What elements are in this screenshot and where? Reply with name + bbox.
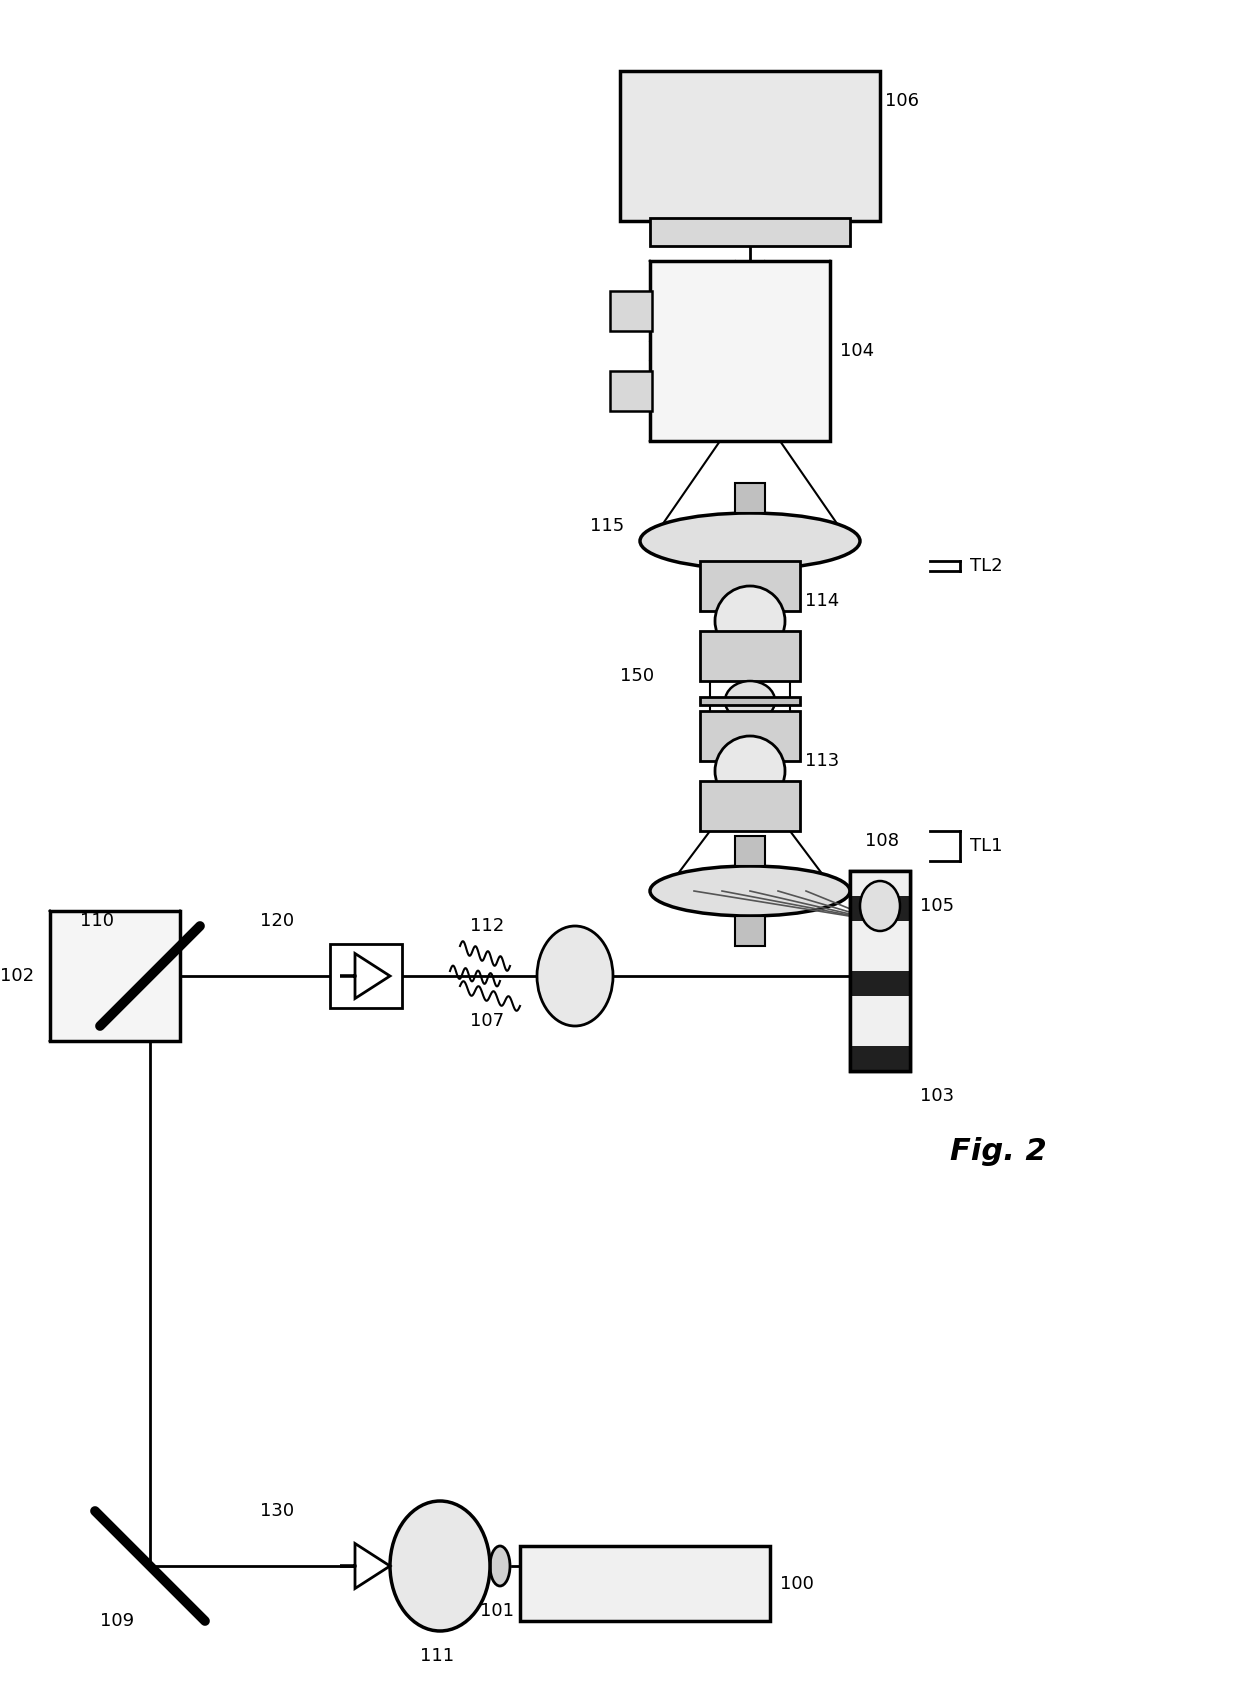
Bar [610, 291, 652, 332]
Text: 120: 120 [260, 912, 294, 930]
Ellipse shape [715, 737, 785, 806]
Bar [610, 371, 652, 412]
Bar [849, 896, 910, 920]
Text: Fig. 2: Fig. 2 [950, 1136, 1047, 1165]
Ellipse shape [391, 1500, 490, 1631]
Text: 130: 130 [260, 1502, 294, 1521]
Bar [701, 781, 800, 832]
FancyArrow shape [340, 1543, 391, 1589]
Bar [620, 71, 880, 221]
Bar [849, 871, 910, 1072]
Text: 107: 107 [470, 1012, 505, 1031]
Bar [849, 1046, 910, 1072]
Text: 105: 105 [920, 896, 954, 915]
Bar [330, 944, 402, 1009]
Ellipse shape [725, 680, 775, 721]
Bar [735, 835, 765, 866]
Bar [701, 631, 800, 680]
Text: TL1: TL1 [970, 837, 1002, 856]
Text: 100: 100 [780, 1575, 813, 1592]
Text: 106: 106 [885, 92, 919, 111]
Bar [735, 570, 765, 595]
Text: 112: 112 [470, 917, 505, 936]
Ellipse shape [490, 1546, 510, 1585]
Bar [849, 946, 910, 971]
Bar [701, 711, 800, 760]
Bar [735, 917, 765, 946]
Ellipse shape [861, 881, 900, 930]
Bar [735, 483, 765, 514]
Text: 113: 113 [805, 752, 839, 771]
Ellipse shape [640, 514, 861, 570]
Bar [849, 920, 910, 946]
Bar [520, 1546, 770, 1621]
Text: 150: 150 [620, 667, 655, 686]
Bar [50, 912, 180, 1041]
Bar [849, 1021, 910, 1046]
Bar [701, 697, 800, 704]
Bar [701, 561, 800, 611]
Text: 114: 114 [805, 592, 839, 611]
Ellipse shape [537, 925, 613, 1026]
Text: 110: 110 [81, 912, 114, 930]
Ellipse shape [715, 587, 785, 657]
Text: 102: 102 [0, 966, 35, 985]
Bar [849, 871, 910, 896]
Ellipse shape [650, 866, 849, 917]
Text: 111: 111 [420, 1647, 454, 1665]
Bar [849, 871, 910, 1072]
Bar [650, 260, 830, 441]
Text: 108: 108 [866, 832, 899, 850]
FancyArrow shape [340, 954, 391, 998]
Text: 104: 104 [839, 342, 874, 361]
Bar [650, 218, 849, 247]
Text: 101: 101 [480, 1602, 515, 1619]
Text: TL2: TL2 [970, 556, 1003, 575]
Text: 109: 109 [100, 1613, 134, 1630]
Text: 103: 103 [920, 1087, 954, 1106]
Bar [849, 971, 910, 997]
Bar [849, 997, 910, 1021]
Text: 115: 115 [590, 517, 624, 536]
